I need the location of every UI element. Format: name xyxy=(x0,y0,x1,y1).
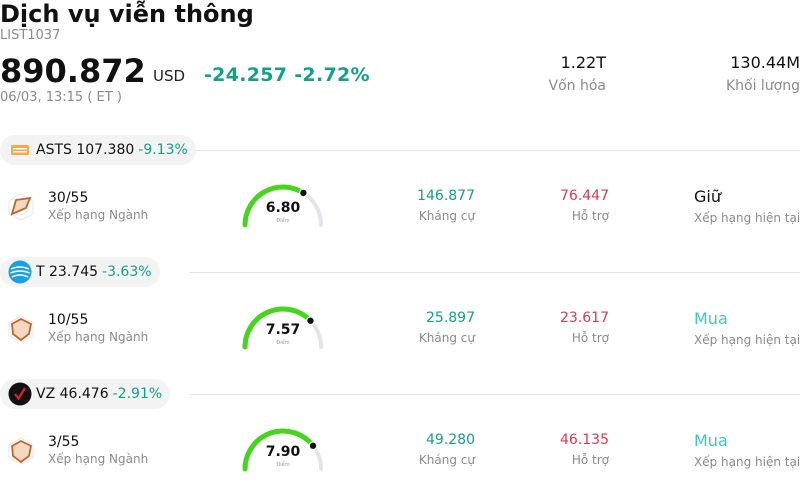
stock-change: -9.13% xyxy=(138,142,188,158)
list-code: LIST1037 xyxy=(0,28,61,43)
stock-ticker: VZ xyxy=(36,386,56,402)
resistance-label: Kháng cự xyxy=(418,209,475,223)
support-value: 46.135 xyxy=(560,432,609,448)
index-change: -24.257 -2.72% xyxy=(204,64,370,86)
section-divider xyxy=(190,272,800,273)
industry-rank-label: Xếp hạng Ngành xyxy=(48,208,149,222)
score-value: 6.80 xyxy=(265,200,301,216)
change-percent: -2.72% xyxy=(294,64,370,86)
support-label: Hỗ trợ xyxy=(571,453,609,467)
score-label: Điểm xyxy=(276,462,290,468)
section-divider xyxy=(190,394,800,395)
stock-price: 107.380 xyxy=(76,142,135,158)
stock-change: -2.91% xyxy=(112,386,163,402)
industry-rank-icon xyxy=(6,192,36,222)
support-value: 23.617 xyxy=(560,310,609,326)
score-value: 7.90 xyxy=(265,444,301,460)
industry-rank-icon xyxy=(8,315,34,343)
stock-ticker: ASTS xyxy=(36,142,72,158)
stock-change: -3.63% xyxy=(102,264,152,280)
industry-rank-label: Xếp hạng Ngành xyxy=(48,452,149,466)
gauge-fill xyxy=(242,428,316,472)
asts-logo-icon xyxy=(8,138,32,162)
volume-value: 130.44M xyxy=(730,53,800,72)
current-rating-value: Mua xyxy=(694,309,728,328)
gauge-marker xyxy=(298,188,308,198)
resistance-value: 49.280 xyxy=(426,432,475,448)
current-rating-label: Xếp hạng hiện tại xyxy=(694,211,800,225)
gauge-fill xyxy=(242,306,313,350)
section-divider xyxy=(190,150,800,151)
support-label: Hỗ trợ xyxy=(571,209,609,223)
industry-rank-value: 10/55 xyxy=(48,312,89,328)
stock-pill-vz[interactable]: VZ 46.476 -2.91% xyxy=(0,379,171,409)
resistance-label: Kháng cự xyxy=(418,331,475,345)
page-title: Dịch vụ viễn thông xyxy=(0,0,254,28)
industry-rank-icon xyxy=(8,437,34,465)
current-rating-label: Xếp hạng hiện tại xyxy=(694,455,800,469)
score-label: Điểm xyxy=(276,340,290,346)
resistance-value: 146.877 xyxy=(417,188,475,204)
support-label: Hỗ trợ xyxy=(571,331,609,345)
market-cap-label: Vốn hóa xyxy=(548,78,606,94)
stock-pill-t[interactable]: T 23.745 -3.63% xyxy=(0,257,160,287)
resistance-value: 25.897 xyxy=(426,310,475,326)
att-logo-icon xyxy=(8,260,32,284)
market-cap-value: 1.22T xyxy=(560,53,606,72)
industry-rank-icon xyxy=(6,314,36,344)
stock-price: 46.476 xyxy=(59,386,109,402)
score-value: 7.57 xyxy=(265,322,301,338)
industry-rank-label: Xếp hạng Ngành xyxy=(48,330,149,344)
stock-price: 23.745 xyxy=(49,264,99,280)
stock-pill-asts[interactable]: ASTS 107.380 -9.13% xyxy=(0,135,196,165)
industry-rank-icon xyxy=(8,193,34,221)
resistance-label: Kháng cự xyxy=(418,453,475,467)
change-value: -24.257 xyxy=(204,64,288,86)
current-rating-value: Mua xyxy=(694,431,728,450)
stock-ticker: T xyxy=(36,264,45,280)
industry-rank-value: 30/55 xyxy=(48,190,89,206)
timestamp: 06/03, 13:15 ( ET ) xyxy=(0,90,122,105)
gauge-fill xyxy=(242,184,306,228)
score-gauge: 7.57 Điểm xyxy=(238,302,328,350)
currency-label: USD xyxy=(153,67,186,85)
gauge-marker xyxy=(306,316,315,326)
score-gauge: 7.90 Điểm xyxy=(238,424,328,472)
industry-rank-value: 3/55 xyxy=(48,434,80,450)
industry-rank-icon xyxy=(6,436,36,466)
verizon-logo-icon xyxy=(8,382,32,406)
score-gauge: 6.80 Điểm xyxy=(238,180,328,228)
current-rating-label: Xếp hạng hiện tại xyxy=(694,333,800,347)
current-rating-value: Giữ xyxy=(694,187,721,206)
support-value: 76.447 xyxy=(560,188,609,204)
index-price: 890.872 xyxy=(0,52,146,90)
gauge-marker xyxy=(308,441,318,451)
volume-label: Khối lượng xyxy=(725,78,800,94)
score-label: Điểm xyxy=(276,218,290,224)
